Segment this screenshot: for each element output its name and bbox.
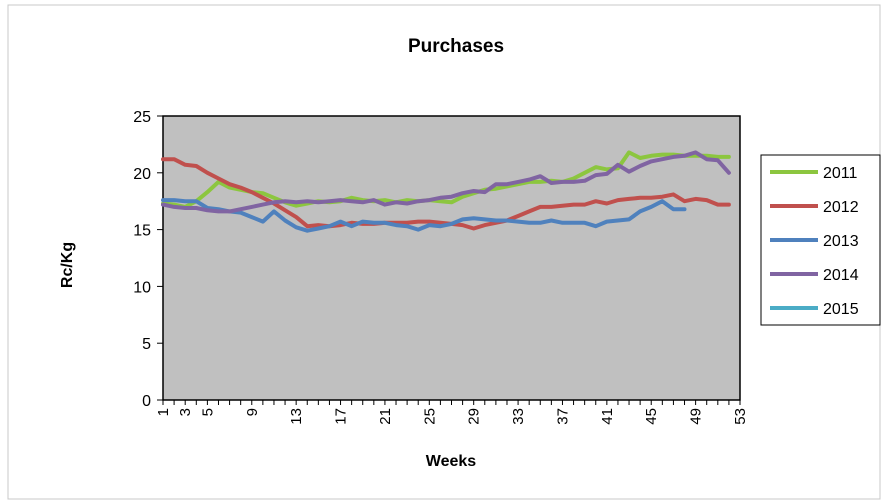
legend-label: 2014 — [823, 267, 859, 284]
y-tick-label: 20 — [133, 166, 151, 183]
legend: 2011 2012 2013 2014 2015 — [770, 165, 859, 318]
x-axis: 1 3 5 9 13 17 21 25 29 33 37 41 45 49 53 — [155, 400, 749, 425]
x-tick-label: 41 — [599, 408, 616, 425]
x-tick-label: 49 — [688, 408, 705, 425]
legend-label: 2012 — [823, 199, 859, 216]
x-tick-label: 29 — [466, 408, 483, 425]
chart-title: Purchases — [408, 36, 504, 57]
x-tick-label: 5 — [199, 408, 216, 416]
series-line-2013 — [161, 198, 687, 233]
x-tick-label: 13 — [288, 408, 305, 425]
x-tick-label: 1 — [155, 408, 172, 416]
y-tick-label: 10 — [133, 279, 151, 296]
legend-label: 2015 — [823, 301, 859, 318]
series-line-2014 — [161, 150, 731, 214]
legend-label: 2011 — [823, 165, 858, 182]
series-lines — [161, 150, 731, 233]
y-tick-label: 5 — [142, 336, 151, 353]
y-tick-label: 25 — [133, 109, 151, 126]
x-tick-label: 33 — [510, 408, 527, 425]
y-tick-label: 15 — [133, 223, 151, 240]
plot-area — [162, 115, 741, 401]
x-tick-label: 45 — [643, 408, 660, 425]
x-tick-label: 53 — [732, 408, 749, 425]
x-tick-label: 3 — [177, 408, 194, 416]
y-axis-title: Rc/Kg — [59, 242, 76, 288]
x-tick-label: 37 — [554, 408, 571, 425]
y-axis: 0 5 10 15 20 25 — [133, 109, 163, 410]
y-tick-label: 0 — [142, 393, 151, 410]
x-tick-label: 17 — [333, 408, 350, 425]
x-axis-title: Weeks — [426, 453, 477, 470]
series-line-2011 — [161, 150, 731, 209]
legend-label: 2013 — [823, 233, 859, 250]
x-tick-label: 9 — [244, 408, 261, 416]
x-tick-label: 21 — [377, 408, 394, 425]
x-tick-label: 25 — [421, 408, 438, 425]
